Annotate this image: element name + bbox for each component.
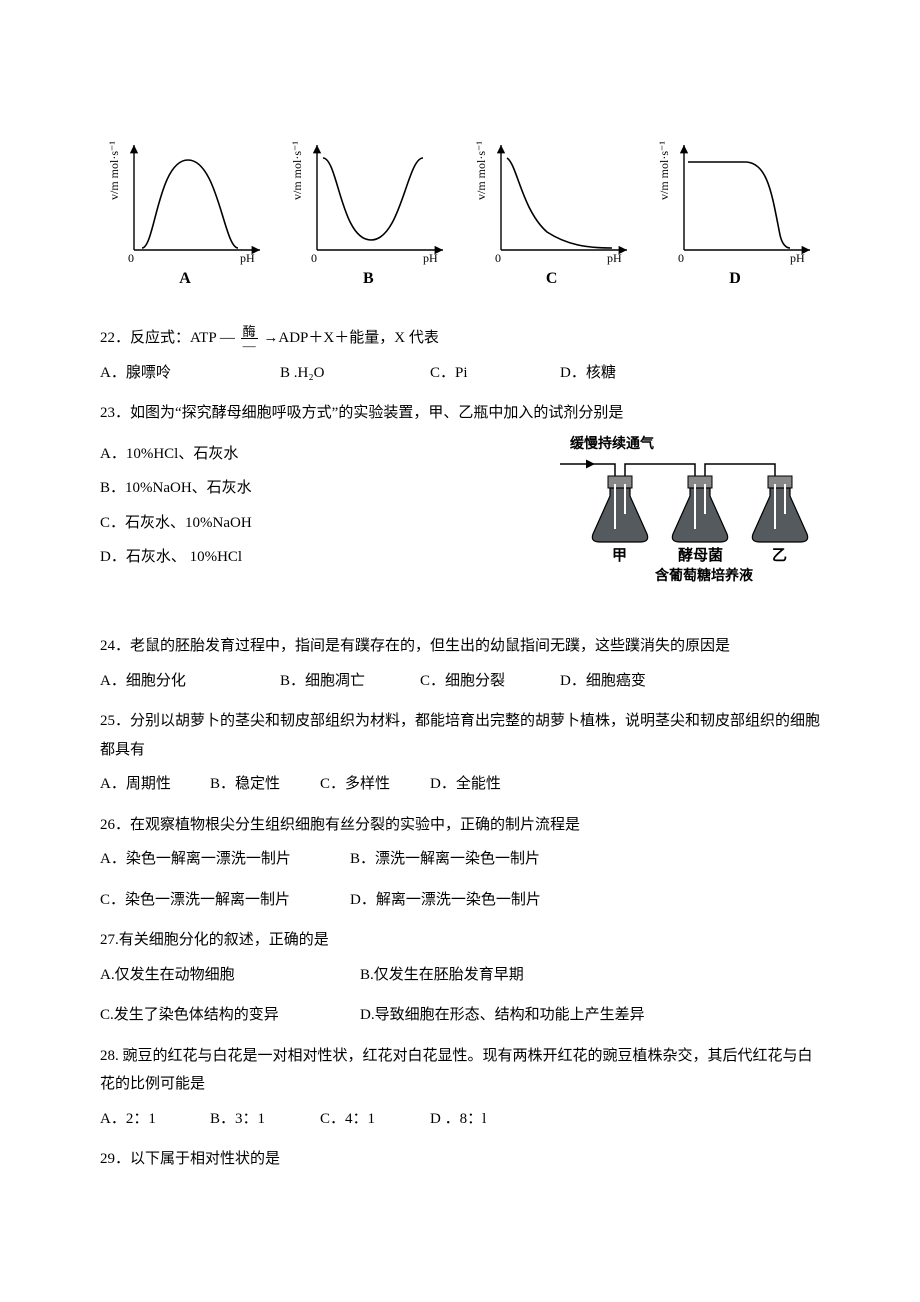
chart-label-D: D bbox=[729, 264, 741, 294]
q28-B: B．3：1 bbox=[210, 1105, 320, 1134]
q28-A: A．2：1 bbox=[100, 1105, 210, 1134]
q23-C: C．石灰水、10%NaOH bbox=[100, 509, 550, 538]
flask-yi bbox=[752, 476, 807, 542]
xlabel: pH bbox=[240, 251, 255, 265]
origin: 0 bbox=[678, 251, 684, 265]
q26-options-row1: A．染色一解离一漂洗一制片 B．漂洗一解离一染色一制片 bbox=[100, 845, 820, 874]
q25-D: D．全能性 bbox=[430, 770, 501, 799]
q28-C: C．4：1 bbox=[320, 1105, 430, 1134]
q22-fraction: 酶 — bbox=[241, 325, 258, 352]
q29-stem: 29．以下属于相对性状的是 bbox=[100, 1145, 820, 1174]
q27-A: A.仅发生在动物细胞 bbox=[100, 961, 360, 990]
label-yeast: 酵母菌 bbox=[678, 546, 723, 564]
ylabel: v/m mol·s⁻¹ bbox=[107, 141, 121, 200]
chart-C: v/m mol·s⁻¹ 0 pH C bbox=[467, 140, 637, 294]
label-yi: 乙 bbox=[772, 548, 787, 564]
q24-options: A．细胞分化 B．细胞凋亡 C．细胞分裂 D．细胞癌变 bbox=[100, 667, 820, 696]
q24-A: A．细胞分化 bbox=[100, 667, 280, 696]
ylabel: v/m mol·s⁻¹ bbox=[290, 141, 304, 200]
air-label: 缓慢持续通气 bbox=[570, 435, 654, 452]
q27-B: B.仅发生在胚胎发育早期 bbox=[360, 961, 524, 990]
q25-A: A．周期性 bbox=[100, 770, 210, 799]
chart-D: v/m mol·s⁻¹ 0 pH D bbox=[650, 140, 820, 294]
q23-figure: 缓慢持续通气 bbox=[560, 434, 820, 605]
q23-options: A．10%HCl、石灰水 B．10%NaOH、石灰水 C．石灰水、10%NaOH… bbox=[100, 434, 550, 578]
label-jia: 甲 bbox=[612, 547, 627, 564]
q23-D: D．石灰水、 10%HCl bbox=[100, 543, 550, 572]
q22-B: B .H₂O bbox=[280, 359, 430, 388]
q27-stem: 27.有关细胞分化的叙述，正确的是 bbox=[100, 926, 820, 955]
chart-label-B: B bbox=[363, 264, 374, 294]
q24-B: B．细胞凋亡 bbox=[280, 667, 420, 696]
q26-B: B．漂洗一解离一染色一制片 bbox=[350, 845, 540, 874]
q22-frac-top: 酶 bbox=[241, 325, 258, 339]
flask-yeast bbox=[672, 476, 727, 542]
chart-A: v/m mol·s⁻¹ 0 pH A bbox=[100, 140, 270, 294]
xlabel: pH bbox=[790, 251, 805, 265]
xlabel: pH bbox=[423, 251, 438, 265]
q27-options-row2: C.发生了染色体结构的变异 D.导致细胞在形态、结构和功能上产生差异 bbox=[100, 1001, 820, 1030]
q23-A: A．10%HCl、石灰水 bbox=[100, 440, 550, 469]
q23-body: A．10%HCl、石灰水 B．10%NaOH、石灰水 C．石灰水、10%NaOH… bbox=[100, 434, 820, 605]
q28-options: A．2：1 B．3：1 C．4：1 D ．8：l bbox=[100, 1105, 820, 1134]
q22-stem-suffix: →ADP＋X＋能量，X 代表 bbox=[263, 330, 438, 346]
origin: 0 bbox=[311, 251, 317, 265]
q23-B: B．10%NaOH、石灰水 bbox=[100, 474, 550, 503]
q22-C: C．Pi bbox=[430, 359, 560, 388]
chart-B: v/m mol·s⁻¹ 0 pH B bbox=[283, 140, 453, 294]
chart-label-A: A bbox=[179, 264, 191, 294]
exam-page: v/m mol·s⁻¹ 0 pH A v/m mol·s⁻¹ 0 pH bbox=[0, 0, 920, 1302]
q24-C: C．细胞分裂 bbox=[420, 667, 560, 696]
origin: 0 bbox=[495, 251, 501, 265]
q25-C: C．多样性 bbox=[320, 770, 430, 799]
q26-C: C．染色一漂洗一解离一制片 bbox=[100, 886, 350, 915]
q27-C: C.发生了染色体结构的变异 bbox=[100, 1001, 360, 1030]
q25-B: B．稳定性 bbox=[210, 770, 320, 799]
q26-D: D．解离一漂洗一染色一制片 bbox=[350, 886, 541, 915]
chart-label-C: C bbox=[546, 264, 558, 294]
q24-stem: 24．老鼠的胚胎发育过程中，指间是有蹼存在的，但生出的幼鼠指间无蹼，这些蹼消失的… bbox=[100, 632, 820, 661]
q22-A: A．腺嘌呤 bbox=[100, 359, 280, 388]
q25-stem: 25．分别以胡萝卜的茎尖和韧皮部组织为材料，都能培育出完整的胡萝卜植株，说明茎尖… bbox=[100, 707, 820, 764]
q22-stem: 22．反应式：ATP — 酶 — →ADP＋X＋能量，X 代表 bbox=[100, 324, 820, 353]
q22-stem-prefix: 22．反应式：ATP — bbox=[100, 330, 235, 346]
flask-jia bbox=[592, 476, 647, 542]
q27-options-row1: A.仅发生在动物细胞 B.仅发生在胚胎发育早期 bbox=[100, 961, 820, 990]
ylabel: v/m mol·s⁻¹ bbox=[474, 141, 488, 200]
q28-stem: 28. 豌豆的红花与白花是一对相对性状，红花对白花显性。现有两株开红花的豌豆植株… bbox=[100, 1042, 820, 1099]
q27-D: D.导致细胞在形态、结构和功能上产生差异 bbox=[360, 1001, 645, 1030]
ylabel: v/m mol·s⁻¹ bbox=[657, 141, 671, 200]
q28-D: D ．8：l bbox=[430, 1105, 486, 1134]
q24-D: D．细胞癌变 bbox=[560, 667, 646, 696]
charts-row: v/m mol·s⁻¹ 0 pH A v/m mol·s⁻¹ 0 pH bbox=[100, 140, 820, 294]
origin: 0 bbox=[128, 251, 134, 265]
q22-options: A．腺嘌呤 B .H₂O C．Pi D．核糖 bbox=[100, 359, 820, 388]
q23-stem: 23．如图为“探究酵母细胞呼吸方式”的实验装置，甲、乙瓶中加入的试剂分别是 bbox=[100, 399, 820, 428]
xlabel: pH bbox=[607, 251, 622, 265]
q22-frac-bot: — bbox=[241, 339, 258, 352]
q26-options-row2: C．染色一漂洗一解离一制片 D．解离一漂洗一染色一制片 bbox=[100, 886, 820, 915]
q26-A: A．染色一解离一漂洗一制片 bbox=[100, 845, 350, 874]
q22-D: D．核糖 bbox=[560, 359, 616, 388]
q26-stem: 26．在观察植物根尖分生组织细胞有丝分裂的实验中，正确的制片流程是 bbox=[100, 811, 820, 840]
q25-options: A．周期性 B．稳定性 C．多样性 D．全能性 bbox=[100, 770, 820, 799]
label-medium: 含葡萄糖培养液 bbox=[655, 567, 754, 584]
